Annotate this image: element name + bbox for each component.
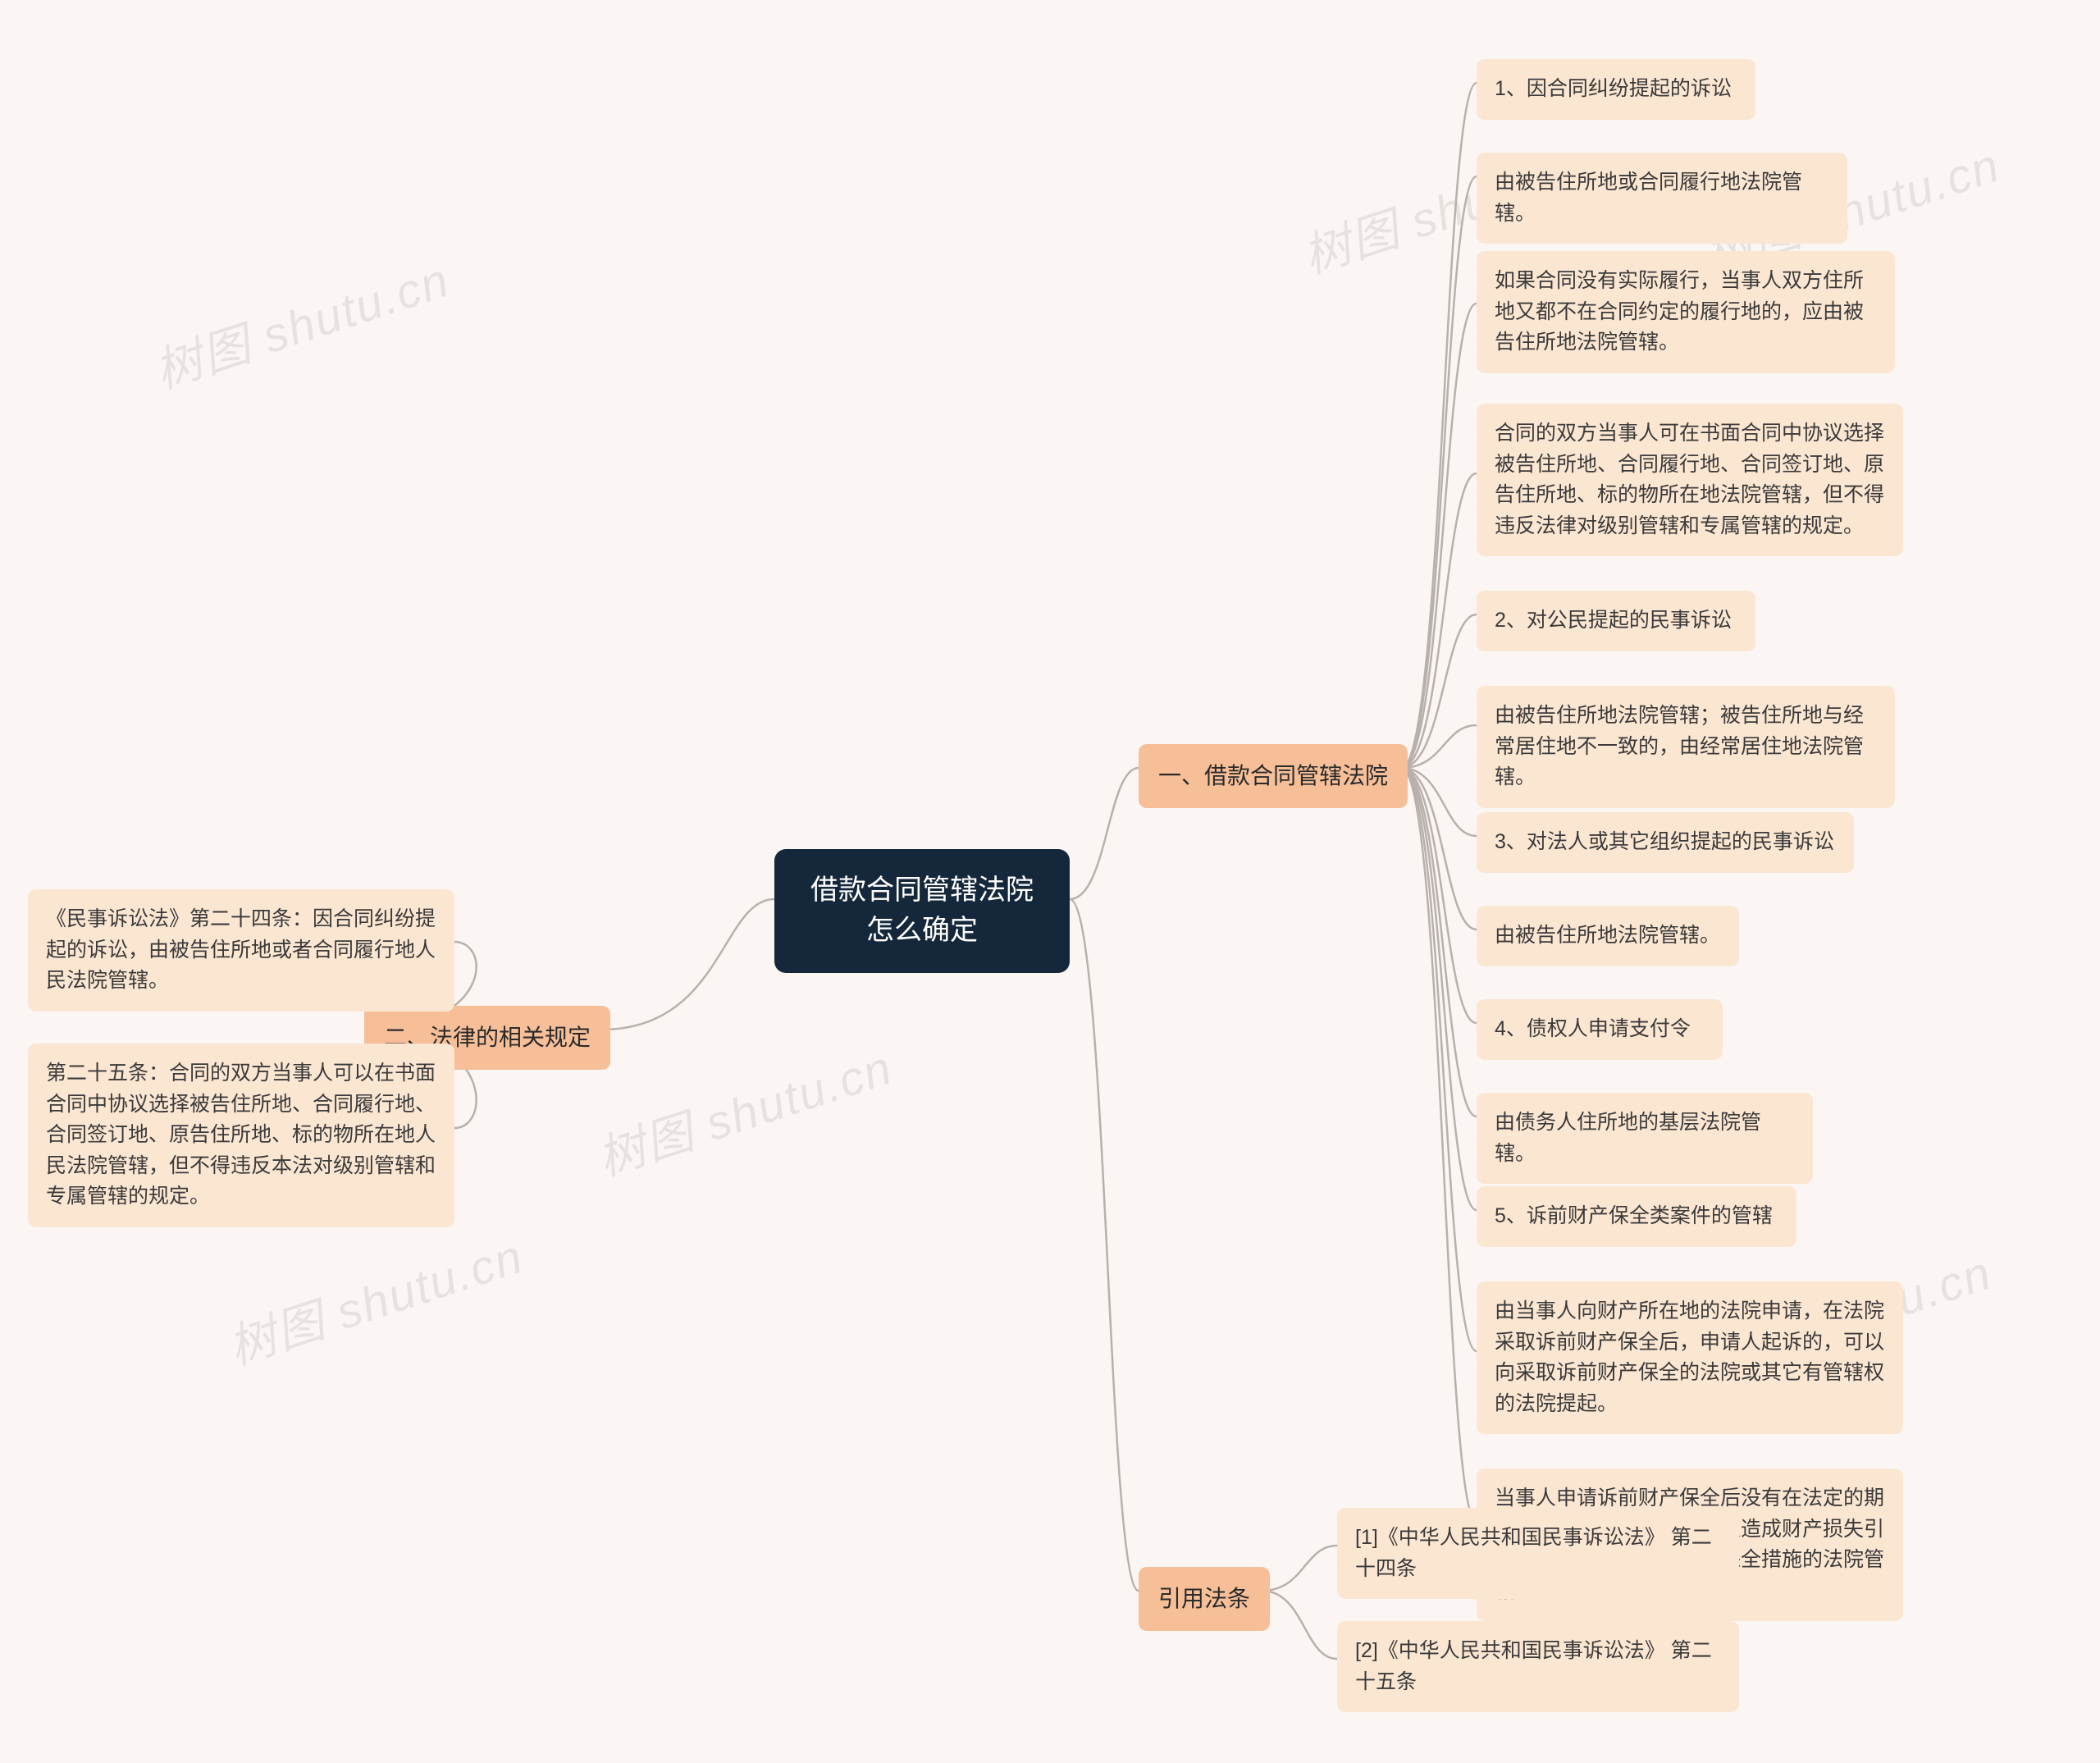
center-node[interactable]: 借款合同管辖法院怎么确定: [774, 849, 1070, 973]
leaf-law[interactable]: 《民事诉讼法》第二十四条：因合同纠纷提起的诉讼，由被告住所地或者合同履行地人民法…: [28, 889, 454, 1012]
leaf-node[interactable]: 3、对法人或其它组织提起的民事诉讼: [1477, 812, 1854, 873]
watermark: 树图 shutu.cn: [218, 1217, 531, 1377]
leaf-node[interactable]: 由当事人向财产所在地的法院申请，在法院采取诉前财产保全后，申请人起诉的，可以向采…: [1477, 1281, 1903, 1434]
leaf-citation[interactable]: [2]《中华人民共和国民事诉讼法》 第二十五条: [1337, 1621, 1739, 1712]
leaf-node[interactable]: 如果合同没有实际履行，当事人双方住所地又都不在合同约定的履行地的，应由被告住所地…: [1477, 251, 1895, 373]
watermark: 树图 shutu.cn: [144, 241, 457, 401]
leaf-node[interactable]: 由债务人住所地的基层法院管辖。: [1477, 1093, 1813, 1184]
leaf-node[interactable]: 1、因合同纠纷提起的诉讼: [1477, 59, 1755, 120]
leaf-law[interactable]: 第二十五条：合同的双方当事人可以在书面合同中协议选择被告住所地、合同履行地、合同…: [28, 1044, 454, 1227]
leaf-node[interactable]: 5、诉前财产保全类案件的管辖: [1477, 1186, 1796, 1247]
leaf-node[interactable]: 由被告住所地法院管辖；被告住所地与经常居住地不一致的，由经常居住地法院管辖。: [1477, 686, 1895, 808]
leaf-node[interactable]: 由被告住所地法院管辖。: [1477, 906, 1739, 966]
branch-citations[interactable]: 引用法条: [1139, 1567, 1270, 1631]
watermark: 树图 shutu.cn: [587, 1029, 900, 1189]
leaf-node[interactable]: 2、对公民提起的民事诉讼: [1477, 591, 1755, 651]
leaf-node[interactable]: 由被告住所地或合同履行地法院管辖。: [1477, 153, 1847, 244]
leaf-citation[interactable]: [1]《中华人民共和国民事诉讼法》 第二十四条: [1337, 1508, 1739, 1599]
leaf-node[interactable]: 4、债权人申请支付令: [1477, 999, 1723, 1060]
leaf-node[interactable]: 合同的双方当事人可在书面合同中协议选择被告住所地、合同履行地、合同签订地、原告住…: [1477, 404, 1903, 556]
branch-section-1[interactable]: 一、借款合同管辖法院: [1139, 744, 1408, 808]
